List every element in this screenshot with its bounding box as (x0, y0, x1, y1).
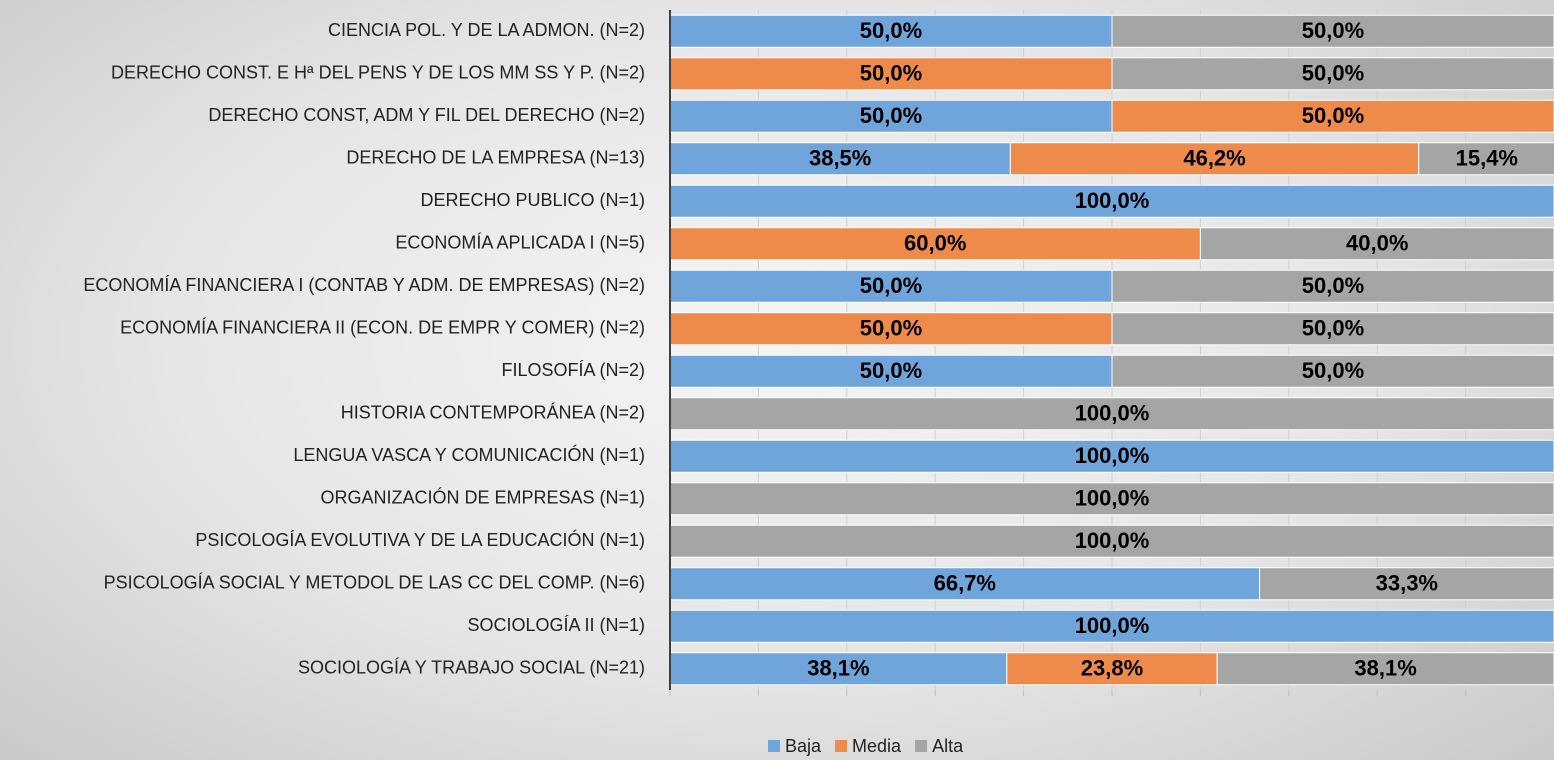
category-label: DERECHO CONST, ADM Y FIL DEL DERECHO (N=… (208, 105, 645, 125)
value-label: 50,0% (1302, 358, 1364, 383)
bar-segment (1259, 567, 1554, 601)
value-label: 40,0% (1346, 231, 1408, 256)
value-label: 50,0% (860, 61, 922, 86)
value-label: 100,0% (1075, 486, 1150, 511)
value-label: 38,1% (807, 656, 869, 681)
category-label: FILOSOFÍA (N=2) (501, 360, 645, 380)
bar-segment (1418, 142, 1554, 176)
bar-segment (1006, 652, 1218, 686)
category-label: ECONOMÍA FINANCIERA I (CONTAB Y ADM. DE … (83, 275, 645, 295)
bar-segment (1111, 57, 1554, 91)
category-label: PSICOLOGÍA EVOLUTIVA Y DE LA EDUCACIÓN (… (195, 529, 645, 550)
category-label: DERECHO CONST. E Hª DEL PENS Y DE LOS MM… (111, 63, 645, 83)
bar-segment (669, 482, 1554, 516)
category-label: SOCIOLOGÍA Y TRABAJO SOCIAL (N=21) (298, 658, 645, 678)
category-label: SOCIOLOGÍA II (N=1) (467, 615, 645, 635)
value-label: 50,0% (1302, 18, 1364, 43)
category-label: LENGUA VASCA Y COMUNICACIÓN (N=1) (293, 444, 645, 465)
category-label: HISTORIA CONTEMPORÁNEA (N=2) (341, 403, 645, 423)
bar-segment (1111, 312, 1554, 346)
value-label: 50,0% (1302, 316, 1364, 341)
category-label: ECONOMÍA APLICADA I (N=5) (395, 233, 645, 253)
legend-swatch (835, 740, 848, 752)
legend-swatch (768, 740, 780, 752)
value-label: 100,0% (1075, 401, 1150, 426)
legend-swatch (915, 740, 928, 752)
bar-segment (669, 184, 1554, 218)
bar-segment (669, 99, 1113, 133)
category-label: DERECHO PUBLICO (N=1) (420, 190, 645, 210)
bar-segment (669, 312, 1113, 346)
value-label: 50,0% (860, 358, 922, 383)
bar-segment (669, 142, 1011, 176)
value-label: 38,1% (1354, 656, 1416, 681)
bar-segment (1009, 142, 1420, 176)
bar-segment (1111, 269, 1554, 303)
bar-segment (669, 57, 1113, 91)
value-label: 50,0% (860, 18, 922, 43)
bar-segment (669, 269, 1113, 303)
value-label: 60,0% (904, 231, 966, 256)
category-label: ORGANIZACIÓN DE EMPRESAS (N=1) (320, 487, 645, 508)
value-label: 100,0% (1075, 613, 1150, 638)
value-label: 38,5% (809, 146, 871, 171)
legend-label: Baja (785, 736, 822, 756)
legend-label: Alta (932, 736, 964, 756)
value-label: 100,0% (1075, 188, 1150, 213)
value-label: 33,3% (1376, 571, 1438, 596)
bar-segment (669, 567, 1261, 601)
bar-segment (669, 524, 1554, 558)
category-label: DERECHO DE LA EMPRESA (N=13) (346, 148, 645, 168)
value-label: 46,2% (1183, 146, 1245, 171)
bar-segment (1216, 652, 1554, 686)
value-label: 50,0% (1302, 103, 1364, 128)
value-label: 50,0% (860, 316, 922, 341)
category-label: CIENCIA POL. Y DE LA ADMON. (N=2) (328, 20, 645, 40)
bar-segment (1111, 99, 1554, 133)
value-label: 100,0% (1075, 443, 1150, 468)
bar-segment (669, 439, 1554, 473)
value-label: 15,4% (1456, 146, 1518, 171)
value-label: 100,0% (1075, 528, 1150, 553)
bar-segment (1111, 14, 1554, 48)
value-label: 50,0% (860, 103, 922, 128)
value-label: 50,0% (1302, 273, 1364, 298)
value-label: 66,7% (934, 571, 996, 596)
category-label: PSICOLOGÍA SOCIAL Y METODOL DE LAS CC DE… (104, 573, 645, 593)
bar-segment (669, 354, 1113, 388)
bar-segment (1199, 227, 1554, 261)
value-label: 50,0% (860, 273, 922, 298)
value-label: 23,8% (1081, 656, 1143, 681)
bar-segment (1111, 354, 1554, 388)
category-label: ECONOMÍA FINANCIERA II (ECON. DE EMPR Y … (120, 318, 645, 338)
legend-label: Media (852, 736, 902, 756)
value-label: 50,0% (1302, 61, 1364, 86)
